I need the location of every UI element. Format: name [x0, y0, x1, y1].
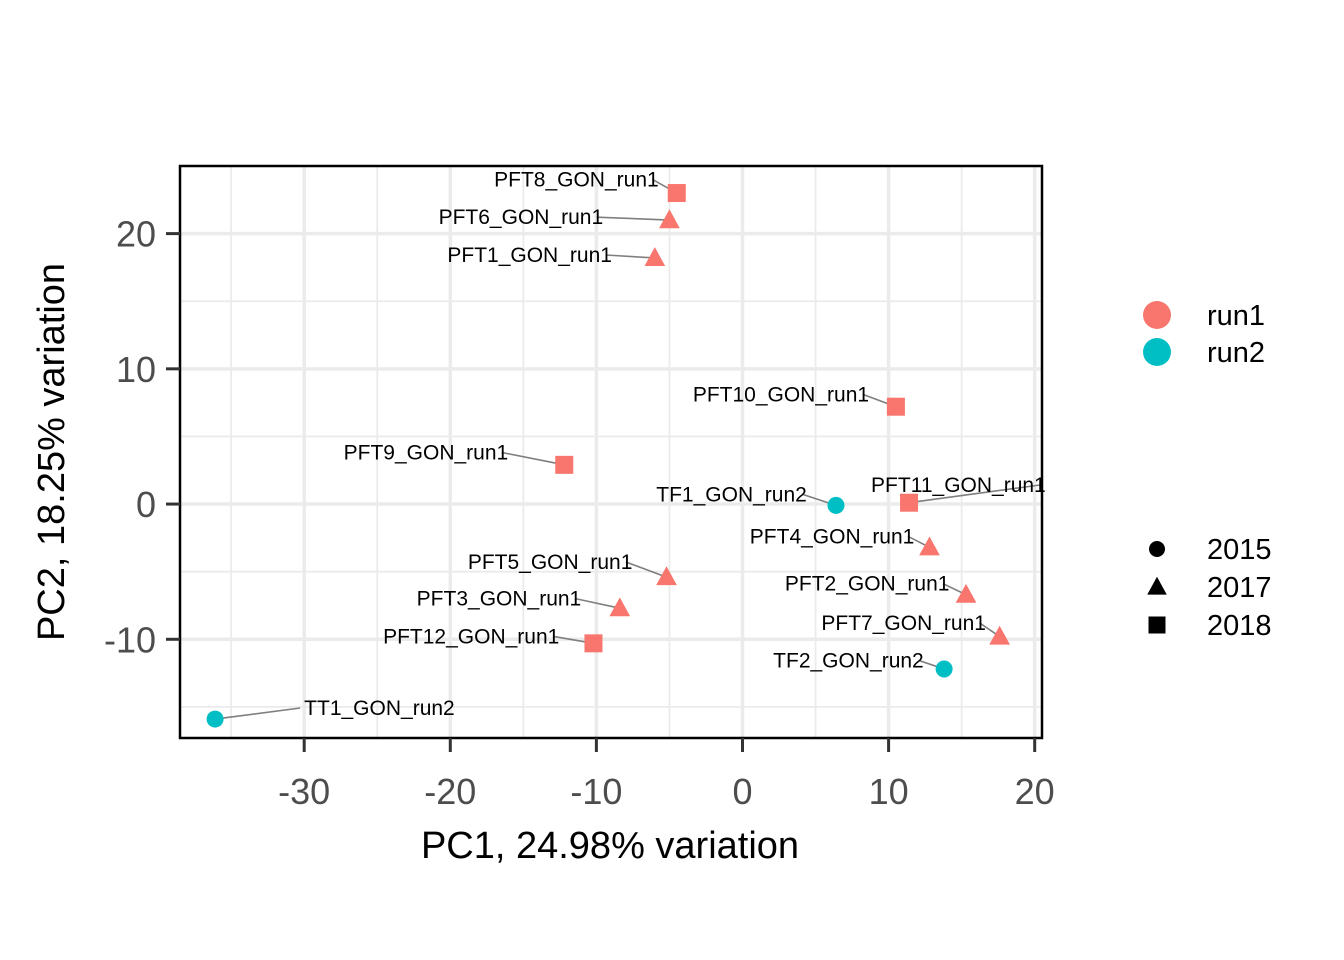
legend-color-key: [1143, 338, 1171, 366]
point-label: PFT11_GON_run1: [871, 474, 1046, 497]
point-label: PFT1_GON_run1: [447, 244, 612, 267]
x-tick-label: -10: [570, 771, 622, 812]
data-point: [609, 597, 631, 617]
data-point: [935, 660, 953, 678]
data-point: [659, 209, 680, 229]
data-point: [656, 566, 677, 586]
x-axis-title: PC1, 24.98% variation: [421, 825, 799, 867]
y-tick-label: -10: [104, 619, 156, 660]
leader-line: [908, 484, 1041, 504]
point-label: PFT3_GON_run1: [417, 587, 582, 610]
point-label: PFT2_GON_run1: [785, 573, 950, 596]
point-label: PFT7_GON_run1: [821, 612, 986, 635]
legend-shape-label: 2017: [1207, 572, 1272, 604]
x-tick-label: 10: [869, 771, 909, 812]
legend-color-label: run2: [1207, 337, 1265, 369]
leader-line: [625, 561, 667, 578]
y-tick-label: 20: [116, 214, 156, 255]
legend-year: 2015 2017 2018: [1147, 534, 1272, 642]
point-label: TF1_GON_run2: [656, 483, 807, 506]
x-tick-label: -20: [424, 771, 476, 812]
data-point: [555, 455, 574, 474]
point-labels: PFT8_GON_run1 PFT6_GON_run1 PFT1_GON_run1 P…: [304, 168, 1046, 720]
leader-line: [605, 254, 655, 259]
data-point: [584, 634, 603, 653]
panel-border: [178, 164, 1044, 740]
point-label: PFT5_GON_run1: [468, 551, 633, 574]
point-label: TF2_GON_run2: [773, 650, 924, 673]
legend-color-key: [1143, 301, 1171, 329]
point-label: PFT6_GON_run1: [439, 206, 604, 229]
point-label: PFT8_GON_run1: [494, 168, 659, 191]
data-point: [919, 536, 940, 556]
x-tick-label: 20: [1015, 771, 1055, 812]
y-axis-title: PC2, 18.25% variation: [31, 263, 73, 641]
legend-shape-key: [1147, 576, 1167, 595]
data-point: [955, 583, 977, 603]
x-tick-label: -30: [278, 771, 330, 812]
x-axis: -30 -20 -10 0 10 20: [278, 738, 1055, 812]
y-tick-label: 0: [136, 484, 156, 525]
data-points: [206, 184, 1010, 728]
legend-shape-key: [1149, 541, 1165, 557]
x-tick-label: 0: [732, 771, 752, 812]
y-axis: -10 0 10 20: [104, 214, 180, 660]
data-point: [827, 496, 845, 514]
legend-shape-label: 2018: [1207, 610, 1272, 642]
data-point: [989, 625, 1010, 645]
point-label: TT1_GON_run2: [304, 697, 455, 720]
leader-line: [596, 216, 670, 221]
point-label: PFT10_GON_run1: [693, 383, 869, 406]
leader-line: [214, 707, 301, 720]
legend-color-label: run1: [1207, 300, 1265, 332]
legend-run: run1 run2: [1143, 300, 1265, 369]
point-label: PFT9_GON_run1: [344, 441, 509, 464]
leader-line: [574, 597, 620, 609]
legend-shape-label: 2015: [1207, 534, 1272, 566]
y-tick-label: 10: [116, 349, 156, 390]
data-point: [206, 710, 224, 728]
point-label: PFT12_GON_run1: [383, 625, 559, 648]
point-label: PFT4_GON_run1: [750, 525, 915, 548]
data-point: [886, 397, 905, 416]
data-point: [667, 184, 686, 203]
legend-shape-key: [1148, 616, 1166, 634]
data-point: [900, 493, 919, 512]
data-point: [644, 247, 666, 267]
leader-line: [501, 451, 565, 466]
